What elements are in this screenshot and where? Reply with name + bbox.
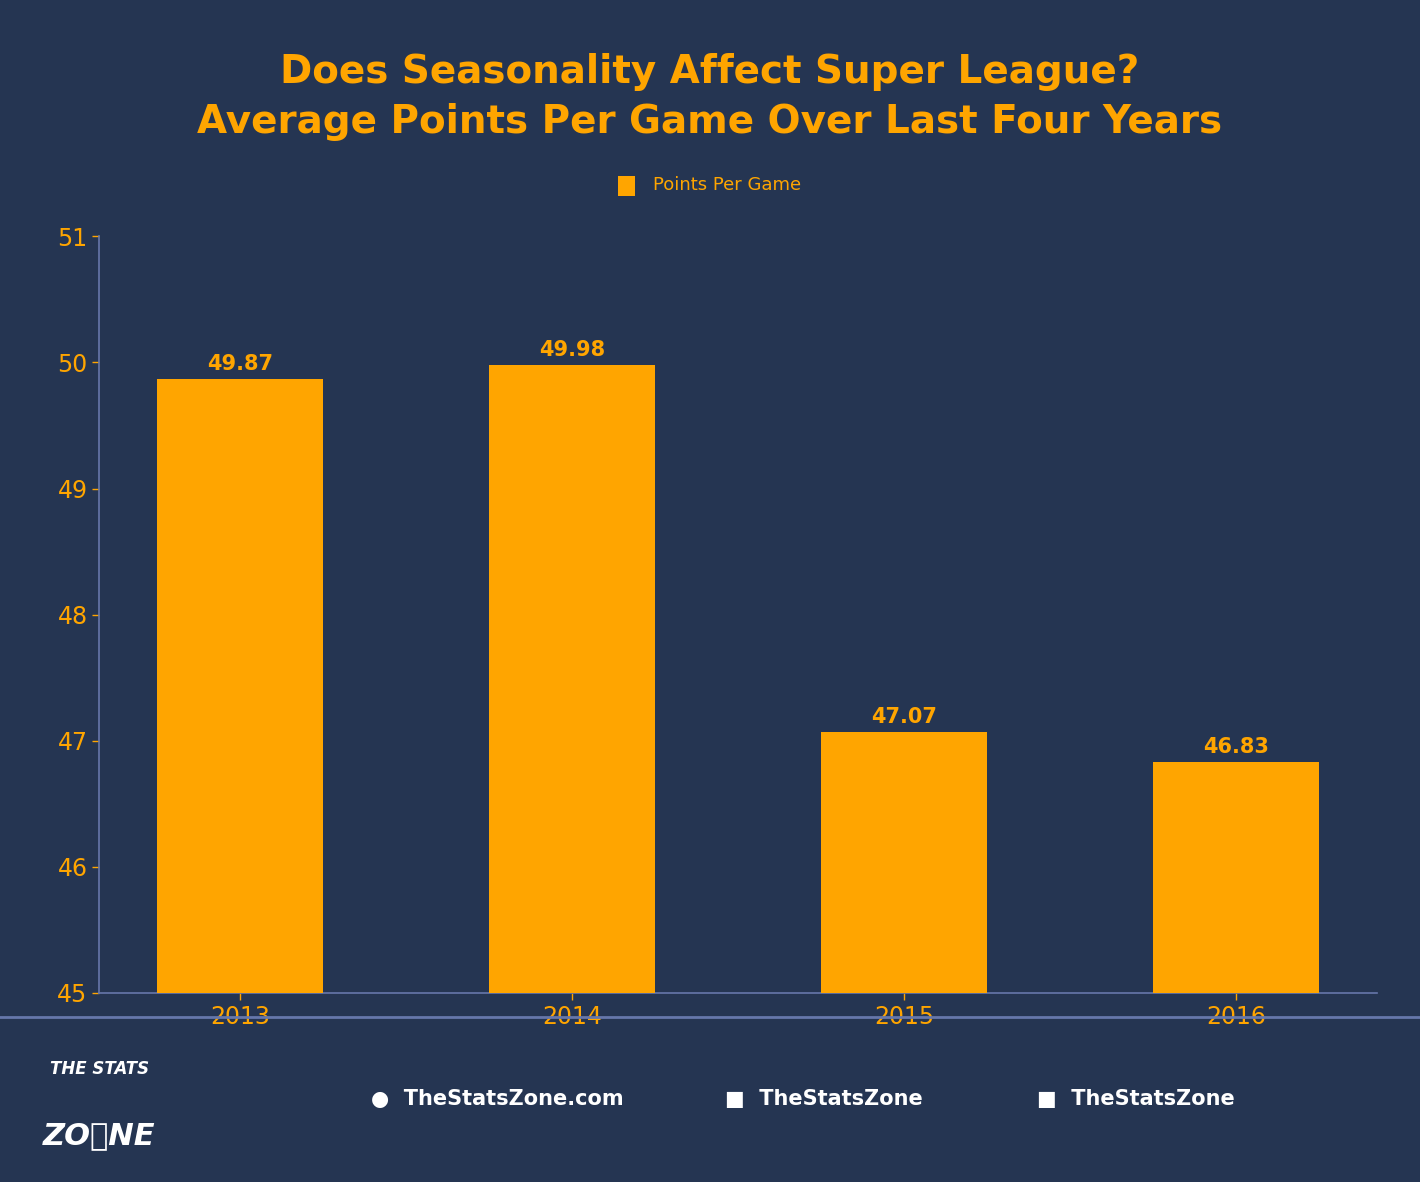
Text: Points Per Game: Points Per Game — [653, 176, 801, 194]
Text: THE STATS: THE STATS — [50, 1060, 149, 1078]
Text: ■  TheStatsZone: ■ TheStatsZone — [724, 1090, 923, 1109]
Text: ZO⧸NE: ZO⧸NE — [43, 1122, 156, 1150]
Text: Does Seasonality Affect Super League?: Does Seasonality Affect Super League? — [280, 53, 1140, 91]
Text: Average Points Per Game Over Last Four Years: Average Points Per Game Over Last Four Y… — [197, 103, 1223, 141]
Bar — [1153, 762, 1319, 1182]
Text: 49.87: 49.87 — [207, 353, 274, 374]
Bar — [821, 732, 987, 1182]
Text: 46.83: 46.83 — [1203, 738, 1269, 758]
Text: 49.98: 49.98 — [540, 340, 605, 361]
Text: ●  TheStatsZone.com: ● TheStatsZone.com — [371, 1090, 623, 1109]
Text: 47.07: 47.07 — [872, 707, 937, 727]
Bar — [490, 365, 656, 1182]
Bar — [158, 379, 324, 1182]
Text: ■  TheStatsZone: ■ TheStatsZone — [1037, 1090, 1235, 1109]
